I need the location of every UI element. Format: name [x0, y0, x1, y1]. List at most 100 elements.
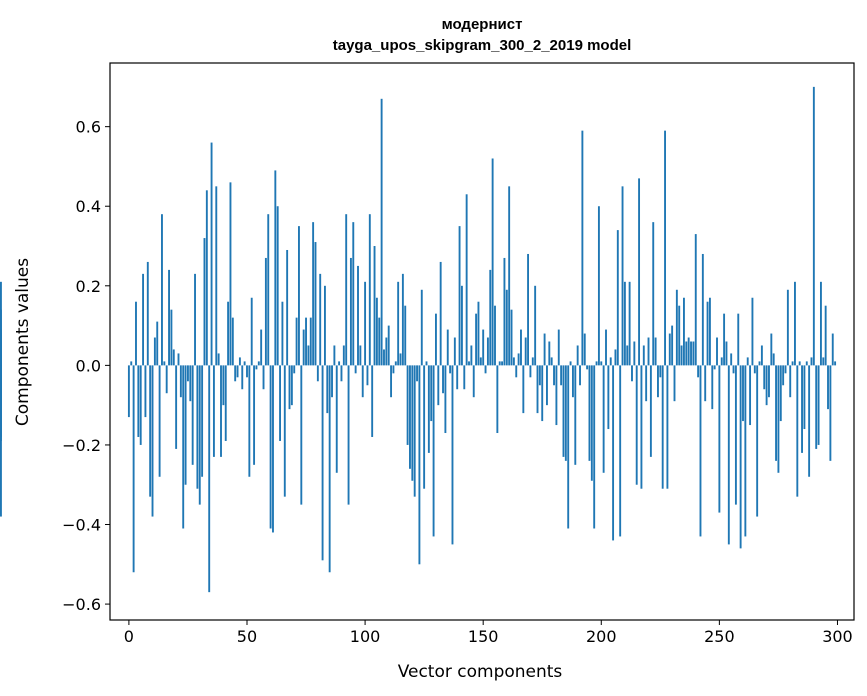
x-tick-label: 300 — [822, 627, 853, 646]
bar — [704, 365, 707, 402]
bar — [191, 365, 194, 465]
bar — [165, 365, 168, 394]
x-tick-label: 250 — [704, 627, 735, 646]
bar — [711, 365, 714, 410]
bar — [144, 365, 147, 418]
bar — [373, 246, 376, 366]
bar — [172, 349, 175, 366]
bar — [675, 289, 678, 366]
bar — [137, 365, 140, 437]
bar — [222, 365, 225, 406]
bar — [534, 285, 537, 366]
bar — [442, 365, 444, 394]
bar — [798, 361, 801, 366]
bar — [366, 365, 369, 386]
bar — [307, 345, 310, 366]
x-tick-label: 150 — [468, 627, 499, 646]
bar — [302, 329, 305, 366]
bar — [288, 365, 291, 410]
bar — [546, 365, 548, 406]
bar — [626, 345, 629, 366]
bar — [385, 337, 388, 366]
bar — [347, 365, 350, 505]
bar — [503, 257, 506, 366]
bar — [737, 313, 740, 366]
bar — [621, 186, 624, 366]
bar — [690, 341, 692, 366]
bar — [694, 234, 697, 366]
bar — [170, 309, 173, 366]
x-tick-label: 0 — [124, 627, 134, 646]
x-tick-label: 50 — [237, 627, 257, 646]
bar — [786, 289, 789, 366]
bar — [640, 365, 643, 489]
bar — [661, 365, 664, 489]
bar — [127, 365, 130, 418]
bar — [541, 365, 544, 422]
bar — [479, 357, 482, 366]
bar — [468, 361, 470, 366]
bar — [491, 158, 494, 366]
bar — [505, 289, 508, 366]
bar — [335, 365, 338, 473]
bar — [246, 365, 248, 378]
bar — [538, 365, 541, 386]
bar — [359, 345, 362, 366]
bar — [730, 353, 733, 366]
bar — [831, 333, 834, 366]
bar — [522, 365, 525, 414]
bar — [753, 365, 756, 374]
bar — [364, 281, 367, 366]
bar — [654, 337, 657, 366]
bar — [326, 365, 329, 414]
bar — [508, 186, 511, 366]
y-tick-label: −0.2 — [62, 436, 101, 455]
bar — [465, 194, 468, 366]
y-tick-label: 0.2 — [76, 277, 101, 296]
bar — [184, 365, 187, 485]
x-axis-ticks: 0 50 100 150 200 250 300 — [124, 620, 853, 646]
bar — [215, 186, 218, 366]
bar — [283, 365, 286, 497]
bar — [635, 365, 638, 485]
bar — [446, 329, 449, 366]
bar — [720, 357, 723, 366]
bar — [784, 365, 787, 374]
bar — [510, 309, 513, 366]
bar — [231, 317, 234, 366]
bar — [423, 365, 426, 489]
bar — [437, 365, 440, 406]
bar — [189, 365, 192, 402]
bar — [383, 349, 385, 366]
bar — [562, 365, 565, 457]
bar — [472, 365, 475, 398]
bar — [234, 365, 237, 382]
y-axis-ticks: −0.6 −0.4 −0.2 0.0 0.2 0.4 0.6 — [62, 118, 110, 614]
bar — [163, 361, 166, 366]
bar — [829, 365, 832, 461]
bar — [529, 365, 532, 378]
bar — [699, 365, 702, 537]
bar — [175, 365, 178, 449]
bar — [593, 365, 596, 529]
bar — [236, 365, 239, 378]
bar — [449, 365, 452, 374]
bar — [765, 365, 768, 406]
bar — [671, 325, 674, 366]
bar — [212, 365, 215, 457]
bar — [300, 365, 303, 505]
bar — [749, 365, 752, 426]
bar — [812, 86, 815, 366]
bar — [649, 365, 652, 457]
bar — [142, 273, 145, 366]
bar — [638, 178, 641, 366]
bar — [264, 257, 267, 366]
bar — [550, 357, 553, 366]
bar — [298, 226, 300, 366]
bar — [494, 305, 496, 366]
bar — [673, 365, 676, 402]
bar — [210, 142, 213, 366]
bar — [652, 222, 655, 366]
bar — [208, 365, 211, 593]
